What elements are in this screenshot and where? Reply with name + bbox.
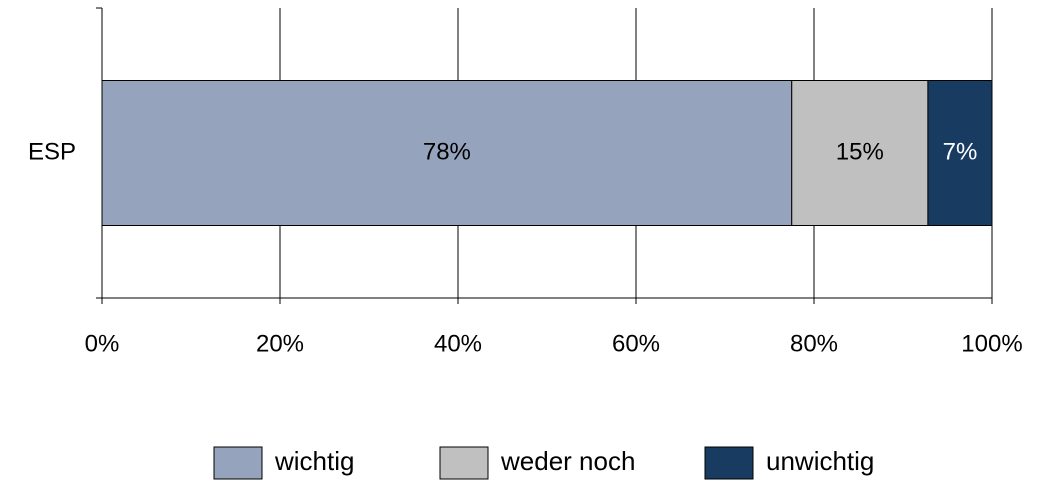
legend-label: wichtig (274, 446, 354, 476)
bar-segment (101, 80, 793, 226)
x-tick-label: 80% (790, 330, 838, 357)
y-tick-label: ESP (28, 138, 76, 165)
x-tick-label: 40% (434, 330, 482, 357)
data-label: 7% (943, 138, 978, 165)
x-tick-label: 100% (961, 330, 1022, 357)
x-tick-label: 20% (256, 330, 304, 357)
legend-label: unwichtig (766, 446, 874, 476)
data-label: 78% (423, 138, 471, 165)
legend-label: weder noch (500, 446, 635, 476)
legend-swatch (439, 446, 489, 480)
bar-segment (791, 80, 929, 226)
data-label: 15% (836, 138, 884, 165)
legend-swatch (704, 446, 754, 480)
legend-swatch (213, 446, 263, 480)
x-tick-label: 0% (85, 330, 120, 357)
x-tick-label: 60% (612, 330, 660, 357)
bar-segment (927, 80, 993, 226)
